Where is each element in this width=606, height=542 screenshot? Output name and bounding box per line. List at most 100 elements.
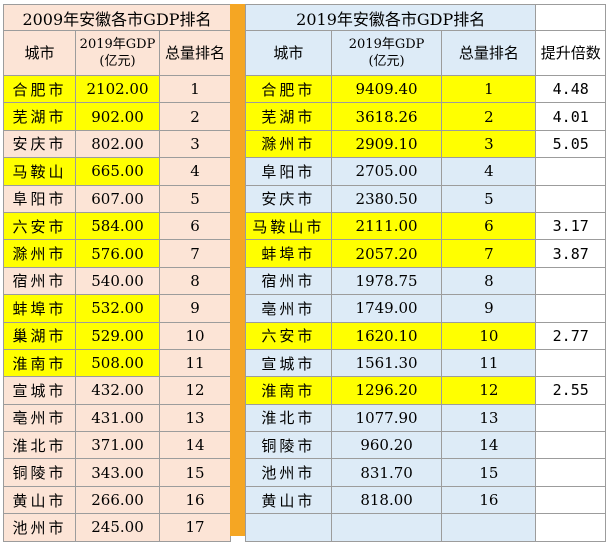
table-row: 淮北市 1077.90 13 [245,403,606,433]
multiple-cell [535,348,606,378]
gdp-cell: 508.00 [75,348,160,378]
gdp-cell: 2380.50 [330,184,443,213]
table-row: 合肥市 9409.40 1 4.48 [245,74,606,104]
table-row: 滁州市 576.00 7 [3,239,231,268]
city-cell: 淮南市 [3,348,76,378]
rank-cell: 16 [159,485,231,515]
empty-cell [245,513,332,542]
city-cell: 滁州市 [3,239,76,268]
city-cell: 亳州市 [3,403,76,433]
table-row: 合肥市 2102.00 1 [3,74,231,104]
city-cell: 宣城市 [3,376,76,405]
gdp-2009-table: 2009年安徽各市GDP排名 城市 2019年GDP (亿元) 总量排名 合肥市… [3,4,231,542]
city-cell: 亳州市 [245,294,332,323]
table-row: 巢湖市 529.00 10 [3,321,231,350]
table-row-empty [245,513,606,542]
multiple-cell: 3.87 [535,239,606,268]
empty-cell [535,513,606,542]
table-row: 芜湖市 902.00 2 [3,102,231,131]
rank-cell: 8 [159,266,231,296]
rank-cell: 1 [441,74,537,104]
left-header-gdp: 2019年GDP (亿元) [75,30,160,76]
rank-cell: 16 [441,485,537,515]
gdp-cell: 245.00 [75,513,160,542]
rank-cell: 15 [159,458,231,487]
gdp-cell: 2909.10 [330,129,443,159]
table-row: 蚌埠市 532.00 9 [3,294,231,323]
city-cell: 淮北市 [245,403,332,433]
multiple-cell [535,294,606,323]
city-cell: 六安市 [245,321,332,350]
city-cell: 黄山市 [245,485,332,515]
rank-cell: 6 [441,211,537,241]
rank-cell: 14 [159,431,231,460]
multiple-cell: 2.77 [535,321,606,350]
city-cell: 淮北市 [3,431,76,460]
gdp-cell: 2705.00 [330,157,443,186]
gdp-cell: 540.00 [75,266,160,296]
gdp-cell: 802.00 [75,129,160,159]
table-row: 淮南市 1296.20 12 2.55 [245,376,606,405]
table-row: 阜阳市 607.00 5 [3,184,231,213]
table-row: 宿州市 540.00 8 [3,266,231,296]
city-cell: 滁州市 [245,129,332,159]
rank-cell: 7 [441,239,537,268]
rank-cell: 17 [159,513,231,542]
left-header-gdp-line1: 2019年GDP [79,37,156,52]
city-cell: 池州市 [3,513,76,542]
rank-cell: 10 [441,321,537,350]
city-cell: 铜陵市 [3,458,76,487]
table-row: 宣城市 1561.30 11 [245,348,606,378]
left-header-city: 城市 [3,30,76,76]
gdp-cell: 9409.40 [330,74,443,104]
rank-cell: 3 [441,129,537,159]
gdp-cell: 1749.00 [330,294,443,323]
city-cell: 蚌埠市 [3,294,76,323]
gdp-cell: 2102.00 [75,74,160,104]
rank-cell: 11 [441,348,537,378]
multiple-cell [535,403,606,433]
city-cell: 安庆市 [245,184,332,213]
gdp-cell: 902.00 [75,102,160,131]
city-cell: 合肥市 [245,74,332,104]
city-cell: 黄山市 [3,485,76,515]
left-header-rank: 总量排名 [159,30,231,76]
rank-cell: 13 [159,403,231,433]
gdp-cell: 2111.00 [330,211,443,241]
rank-cell: 5 [441,184,537,213]
table-row: 黄山市 818.00 16 [245,485,606,515]
rank-cell: 6 [159,211,231,241]
city-cell: 芜湖市 [245,102,332,131]
city-cell: 合肥市 [3,74,76,104]
right-header-gdp: 2019年GDP (亿元) [330,30,443,76]
rank-cell: 5 [159,184,231,213]
right-title-blank [535,4,606,31]
rank-cell: 9 [159,294,231,323]
table-row: 阜阳市 2705.00 4 [245,157,606,186]
city-cell: 马鞍山 [3,157,76,186]
gdp-cell: 532.00 [75,294,160,323]
table-row: 六安市 584.00 6 [3,211,231,241]
multiple-cell [535,266,606,296]
right-header-multiple: 提升倍数 [535,30,606,76]
gdp-cell: 2057.20 [330,239,443,268]
gdp-cell: 1561.30 [330,348,443,378]
rank-cell: 15 [441,458,537,487]
right-header-gdp-line1: 2019年GDP [348,37,425,52]
table-row: 宣城市 432.00 12 [3,376,231,405]
rank-cell: 2 [441,102,537,131]
multiple-cell: 2.55 [535,376,606,405]
gdp-cell: 818.00 [330,485,443,515]
rank-cell: 13 [441,403,537,433]
right-header-city: 城市 [245,30,332,76]
empty-cell [441,513,537,542]
rank-cell: 9 [441,294,537,323]
rank-cell: 11 [159,348,231,378]
city-cell: 蚌埠市 [245,239,332,268]
city-cell: 芜湖市 [3,102,76,131]
table-row: 淮南市 508.00 11 [3,348,231,378]
table-row: 亳州市 1749.00 9 [245,294,606,323]
city-cell: 巢湖市 [3,321,76,350]
rank-cell: 8 [441,266,537,296]
gdp-cell: 831.70 [330,458,443,487]
